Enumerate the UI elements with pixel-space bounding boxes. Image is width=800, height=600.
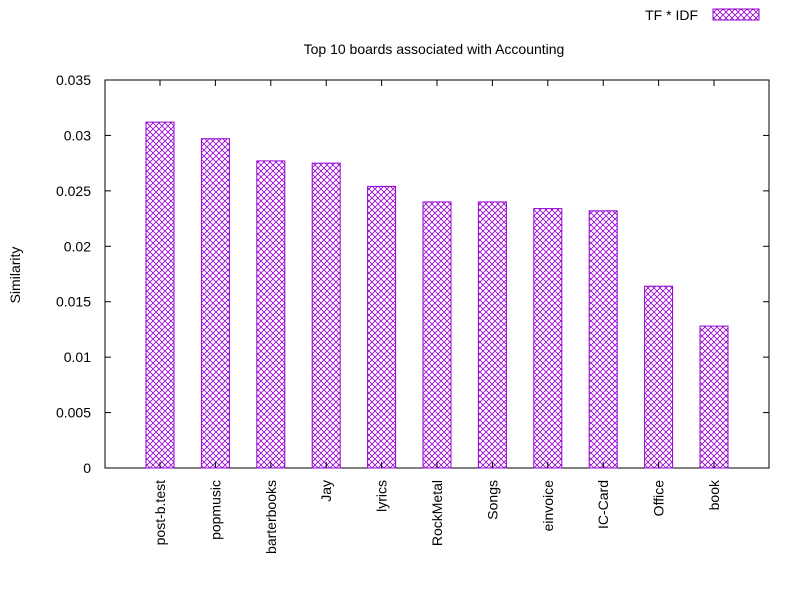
x-tick-label: IC-Card xyxy=(595,480,611,529)
x-tick-label: Songs xyxy=(484,480,500,520)
x-tick-label: barterbooks xyxy=(263,480,279,554)
bar-einvoice xyxy=(533,208,563,469)
bar-songs xyxy=(477,201,507,469)
x-tick-label: post-b.test xyxy=(152,480,168,545)
legend-label: TF * IDF xyxy=(645,7,698,23)
x-tick-label: popmusic xyxy=(207,480,223,540)
y-tick-label: 0.03 xyxy=(64,127,91,143)
bar-barterbooks xyxy=(256,160,286,469)
bar-rockmetal xyxy=(422,201,452,469)
y-tick-label: 0.025 xyxy=(56,183,91,199)
legend-swatch xyxy=(712,8,760,21)
x-tick-label: RockMetal xyxy=(429,480,445,546)
chart-title: Top 10 boards associated with Accounting xyxy=(304,41,565,57)
y-tick-label: 0.02 xyxy=(64,238,91,254)
y-tick-label: 0.035 xyxy=(56,72,91,88)
x-tick-label: Office xyxy=(651,480,667,517)
bar-popmusic xyxy=(200,138,230,469)
y-tick-label: 0.005 xyxy=(56,405,91,421)
bar-office xyxy=(644,285,674,469)
y-tick-label: 0.015 xyxy=(56,294,91,310)
y-tick-label: 0 xyxy=(83,460,91,476)
bar-post-b-test xyxy=(145,121,175,469)
y-tick-label: 0.01 xyxy=(64,349,91,365)
x-tick-label: Jay xyxy=(318,480,334,502)
bar-ic-card xyxy=(588,210,618,469)
x-tick-label: lyrics xyxy=(374,480,390,512)
x-tick-label: book xyxy=(706,479,722,510)
x-tick-label: einvoice xyxy=(540,480,556,532)
x-axis: post-b.test popmusic barterbooks Jay lyrics R… xyxy=(152,80,722,554)
bar-book xyxy=(699,325,729,469)
bars-group xyxy=(145,121,729,469)
y-axis-label: Similarity xyxy=(7,247,23,304)
bar-lyrics xyxy=(367,185,397,469)
bar-jay xyxy=(311,162,341,469)
y-axis: 0 0.005 0.01 0.015 0.02 0.025 0.03 0.035 xyxy=(56,72,769,476)
